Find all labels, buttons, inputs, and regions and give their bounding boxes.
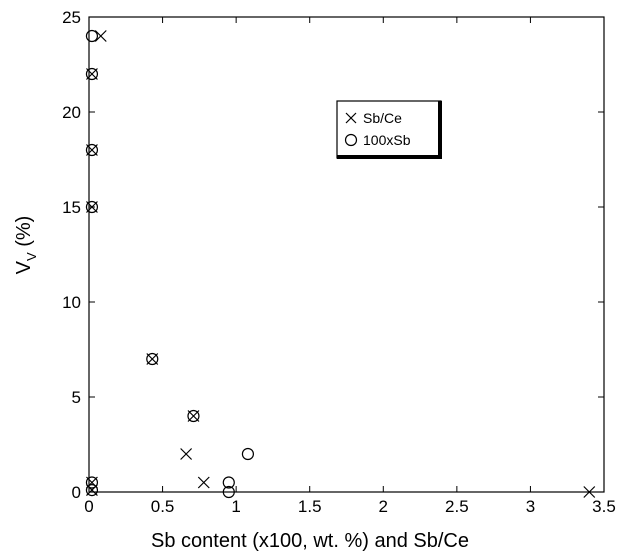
legend-shadow-bottom — [337, 155, 441, 159]
y-tick-label: 10 — [62, 293, 81, 312]
y-tick-label: 0 — [72, 483, 81, 502]
x-marker-stroke — [583, 486, 596, 498]
circle-marker-point — [85, 476, 99, 489]
y-tick-label: 15 — [62, 198, 81, 217]
legend-shadow-right — [438, 101, 442, 159]
x-tick-label: 3 — [526, 497, 535, 516]
legend-label-100xsb: 100xSb — [363, 132, 411, 148]
circle-marker-point — [241, 447, 255, 461]
circle-marker-point — [85, 143, 99, 157]
y-tick-label: 5 — [72, 388, 81, 407]
y-axis-ticks: 0 5 10 15 20 25 — [62, 8, 604, 502]
x-marker-stroke — [197, 476, 210, 489]
circle-marker-point — [187, 409, 200, 423]
y-axis-title-subscript: V — [24, 252, 39, 261]
legend-label-sb-ce: Sb/Ce — [363, 110, 402, 126]
x-marker-point — [180, 448, 193, 460]
y-tick-label: 20 — [62, 103, 81, 122]
x-axis-ticks: 0 0.5 1 1.5 2 2.5 3 3.5 — [84, 17, 616, 516]
legend: Sb/Ce 100xSb — [336, 100, 442, 159]
x-tick-label: 0.5 — [151, 497, 175, 516]
x-tick-label: 1 — [231, 497, 240, 516]
circle-marker-point — [146, 352, 159, 366]
circle-marker-point — [222, 485, 235, 499]
x-tick-label: 1.5 — [298, 497, 322, 516]
legend-x-marker — [345, 112, 357, 124]
plot-border — [88, 16, 605, 493]
legend-circle-marker — [344, 133, 358, 147]
x-axis-title: Sb content (x100, wt. %) and Sb/Ce — [151, 530, 469, 552]
circle-marker-point — [85, 29, 99, 43]
data-markers — [85, 29, 596, 499]
circle-marker-point — [85, 200, 99, 214]
x-marker-point — [94, 30, 107, 42]
y-axis-title-unit: (%) — [13, 216, 35, 253]
circle-marker-point — [85, 67, 99, 81]
x-tick-label: 0 — [84, 497, 93, 516]
plot-frame — [88, 16, 605, 493]
y-tick-label: 25 — [62, 8, 81, 27]
circle-marker-point — [222, 476, 235, 489]
x-marker-stroke — [180, 448, 193, 460]
x-tick-label: 3.5 — [592, 497, 616, 516]
x-tick-label: 2.5 — [445, 497, 469, 516]
x-marker-point — [583, 486, 596, 498]
x-marker-stroke — [94, 30, 107, 42]
x-tick-label: 2 — [379, 497, 388, 516]
x-marker-point — [197, 476, 210, 489]
y-axis-title: VV (%) — [13, 216, 39, 275]
circle-marker-point — [85, 484, 99, 497]
y-axis-title-main: V — [13, 260, 35, 274]
